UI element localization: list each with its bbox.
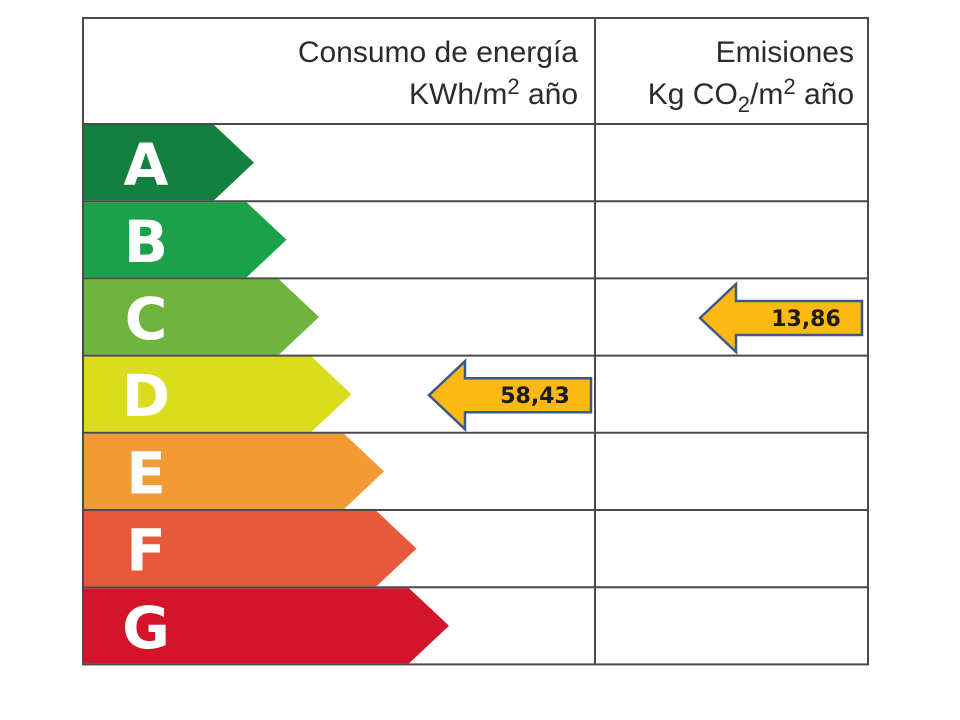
energy-unit-suffix: año — [520, 78, 578, 111]
emissions-unit-prefix: Kg CO — [648, 78, 738, 111]
emissions-unit-sub: 2 — [738, 92, 750, 117]
energy-unit-prefix: KWh/m — [409, 78, 507, 111]
emissions-arrow — [698, 281, 864, 355]
emissions-unit-sup: 2 — [783, 74, 795, 99]
rating-letter-g: G — [122, 594, 170, 662]
rating-letter-b: B — [124, 208, 168, 276]
emissions-header-title: Emisiones — [716, 36, 854, 69]
rating-bar-d — [84, 356, 352, 432]
emissions-header-unit: Kg CO2/m2 año — [648, 74, 854, 117]
rating-letter-c: C — [125, 285, 168, 353]
rating-letter-d: D — [122, 362, 170, 430]
energy-arrow — [427, 358, 593, 433]
emissions-value: 13,86 — [771, 307, 841, 332]
energy-unit-sup: 2 — [507, 74, 519, 99]
emissions-unit-mid: /m — [750, 78, 783, 111]
rating-bar-b — [84, 202, 287, 278]
emissions-unit-suffix: año — [796, 78, 854, 111]
rating-bar-g — [84, 588, 449, 664]
rating-bar-a — [84, 125, 254, 201]
value-markers: 58,43 13,86 — [427, 281, 864, 433]
energy-header-unit: KWh/m2 año — [409, 74, 578, 111]
energy-value: 58,43 — [500, 384, 570, 409]
rating-bar-c — [84, 279, 319, 355]
rating-letter-f: F — [126, 517, 166, 585]
table-border — [82, 17, 869, 666]
rating-letter-e: E — [126, 439, 166, 507]
energy-header-title: Consumo de energía — [298, 36, 578, 69]
rating-bar-f — [84, 511, 417, 587]
rating-bar-e — [84, 433, 384, 509]
table-grid — [82, 17, 869, 666]
rating-letter-a: A — [124, 131, 169, 199]
